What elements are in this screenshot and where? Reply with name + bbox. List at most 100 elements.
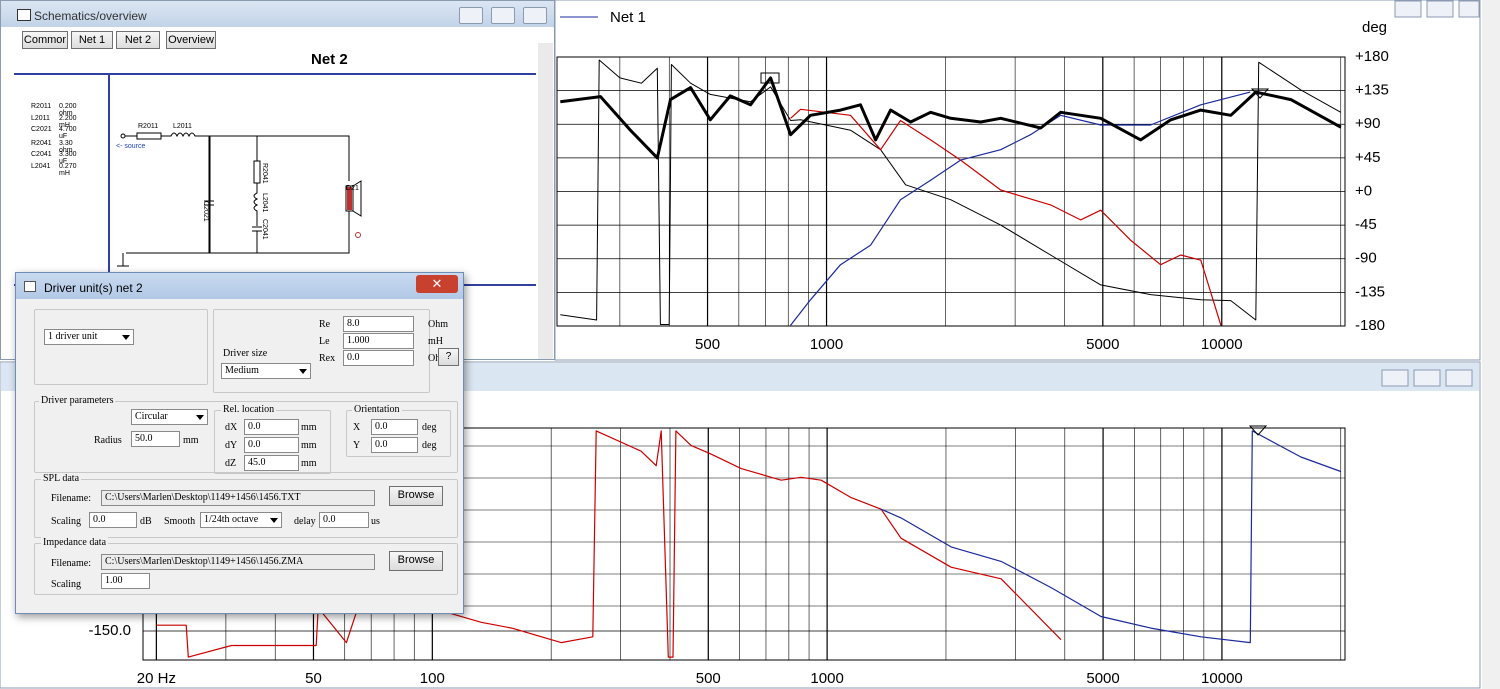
cursor-marker xyxy=(1250,88,1270,99)
scrollbar[interactable] xyxy=(538,43,553,359)
maximize-button[interactable] xyxy=(1413,369,1441,387)
scaling-input[interactable]: 1.00 xyxy=(101,573,150,589)
y-tick-label: -180 xyxy=(1355,317,1385,334)
field-label: Scaling xyxy=(51,516,81,527)
le-input[interactable]: 1.000 xyxy=(343,333,414,349)
scaling-input[interactable]: 0.0 xyxy=(89,512,137,528)
browse-button[interactable]: Browse xyxy=(389,486,443,506)
y-input[interactable]: 0.0 xyxy=(371,437,418,453)
unit: mm xyxy=(301,458,317,469)
component-label: D21 xyxy=(346,185,359,192)
scrollbar[interactable] xyxy=(1482,0,1500,689)
close-button[interactable] xyxy=(1445,369,1473,387)
x-tick-label: 1000 xyxy=(810,336,843,353)
component-value: 3.30 ohm xyxy=(59,139,73,154)
dialog-title: Driver unit(s) net 2 xyxy=(44,281,143,295)
field-label: dY xyxy=(225,440,238,451)
field-label: X xyxy=(353,422,361,433)
tab-button[interactable]: Net 2 xyxy=(116,31,160,49)
size-select[interactable]: Medium xyxy=(221,363,311,379)
unit: mm xyxy=(183,435,199,446)
field-label: Re xyxy=(319,319,331,330)
y-tick-label: +90 xyxy=(1355,115,1380,132)
component-name: C2041 xyxy=(31,151,52,158)
y-tick-label: -90 xyxy=(1355,250,1377,267)
close-button[interactable] xyxy=(1458,0,1480,18)
dy-input[interactable]: 0.0 xyxy=(244,437,299,453)
field-label: Y xyxy=(353,440,361,451)
component-name: R2041 xyxy=(31,139,52,147)
radius-input[interactable]: 50.0 xyxy=(131,431,180,447)
component-name: R2011 xyxy=(31,103,52,110)
x-tick-label: 100 xyxy=(420,670,445,687)
net-heading: Net 2 xyxy=(311,51,348,68)
group-title: SPL data xyxy=(41,473,82,484)
unit: mm xyxy=(301,422,317,433)
shape-select[interactable]: Circular xyxy=(131,409,208,425)
y-tick-label: -135 xyxy=(1355,283,1385,300)
field-label: Filename: xyxy=(51,493,91,504)
group-box xyxy=(34,543,458,595)
field-label: Smooth xyxy=(164,516,196,527)
y-tick-label: -45 xyxy=(1355,216,1377,233)
x-input[interactable]: 0.0 xyxy=(371,419,418,435)
component-name: L2011 xyxy=(31,114,50,122)
group-box xyxy=(34,479,458,538)
x-tick-label: 500 xyxy=(696,670,721,687)
field-label: delay xyxy=(294,516,316,527)
dx-input[interactable]: 0.0 xyxy=(244,419,299,435)
maximize-button[interactable] xyxy=(491,7,515,24)
field-label: Filename: xyxy=(51,558,91,569)
component-name: C2021 xyxy=(31,126,52,133)
group-title: Orientation xyxy=(352,404,402,415)
close-button[interactable]: ✕ xyxy=(416,275,458,293)
window-title: Schematics/overview xyxy=(34,9,147,23)
y-tick-label: +180 xyxy=(1355,48,1389,65)
component-label: C2021 xyxy=(202,201,209,222)
series-line xyxy=(156,430,1062,658)
browse-button[interactable]: Browse xyxy=(389,551,443,571)
group-box xyxy=(34,309,208,385)
smooth-select[interactable]: 1/24th octave xyxy=(200,512,282,528)
source-label: <- source xyxy=(116,143,146,150)
driver-dialog: Driver unit(s) net 2 ✕ 1 driver unit Re … xyxy=(15,272,464,614)
re-input[interactable]: 8.0 xyxy=(343,316,414,332)
tab-button[interactable]: Net 1 xyxy=(71,31,113,49)
x-tick-label: 1000 xyxy=(810,670,843,687)
help-button[interactable]: ? xyxy=(438,348,459,366)
y-axis-label: deg xyxy=(1362,19,1387,36)
field-label: dX xyxy=(225,422,238,433)
unit: deg xyxy=(422,422,437,433)
x-tick-label: 10000 xyxy=(1201,670,1243,687)
window-icon xyxy=(24,281,36,292)
unit: mH xyxy=(428,336,443,347)
x-tick-label: 500 xyxy=(695,336,720,353)
units-select[interactable]: 1 driver unit xyxy=(44,329,134,345)
component-value: 2.200 mH xyxy=(59,114,77,129)
field-label: Le xyxy=(319,336,330,347)
plot: 500 1000 5000 10000 +180 +135 +90 +45 +0 -45 -90 -1… xyxy=(556,48,1389,353)
series-line xyxy=(790,108,1222,326)
minimize-button[interactable] xyxy=(1381,369,1409,387)
component-value: 0.270 mH xyxy=(59,162,77,177)
x-tick-label: 5000 xyxy=(1086,670,1119,687)
series-line xyxy=(560,76,1342,160)
maximize-button[interactable] xyxy=(1426,0,1454,18)
unit: mm xyxy=(301,440,317,451)
filename-field: C:\Users\Marlen\Desktop\1149+1456\1456.T… xyxy=(101,490,375,506)
tab-button[interactable]: Overview xyxy=(166,31,216,49)
unit: Ohm xyxy=(428,319,448,330)
dz-input[interactable]: 45.0 xyxy=(244,455,299,471)
minimize-button[interactable] xyxy=(1394,0,1422,18)
close-button[interactable] xyxy=(523,7,547,24)
rex-input[interactable]: 0.0 xyxy=(343,350,414,366)
x-tick-label: 20 Hz xyxy=(137,670,176,687)
y-tick-label: +0 xyxy=(1355,182,1372,199)
delay-input[interactable]: 0.0 xyxy=(319,512,369,528)
tab-button[interactable]: Commor xyxy=(22,31,68,49)
field-label: Radius xyxy=(94,435,122,446)
cursor-marker xyxy=(760,72,780,84)
group-title: Driver parameters xyxy=(39,395,116,406)
minimize-button[interactable] xyxy=(459,7,483,24)
unit: dB xyxy=(140,516,152,527)
